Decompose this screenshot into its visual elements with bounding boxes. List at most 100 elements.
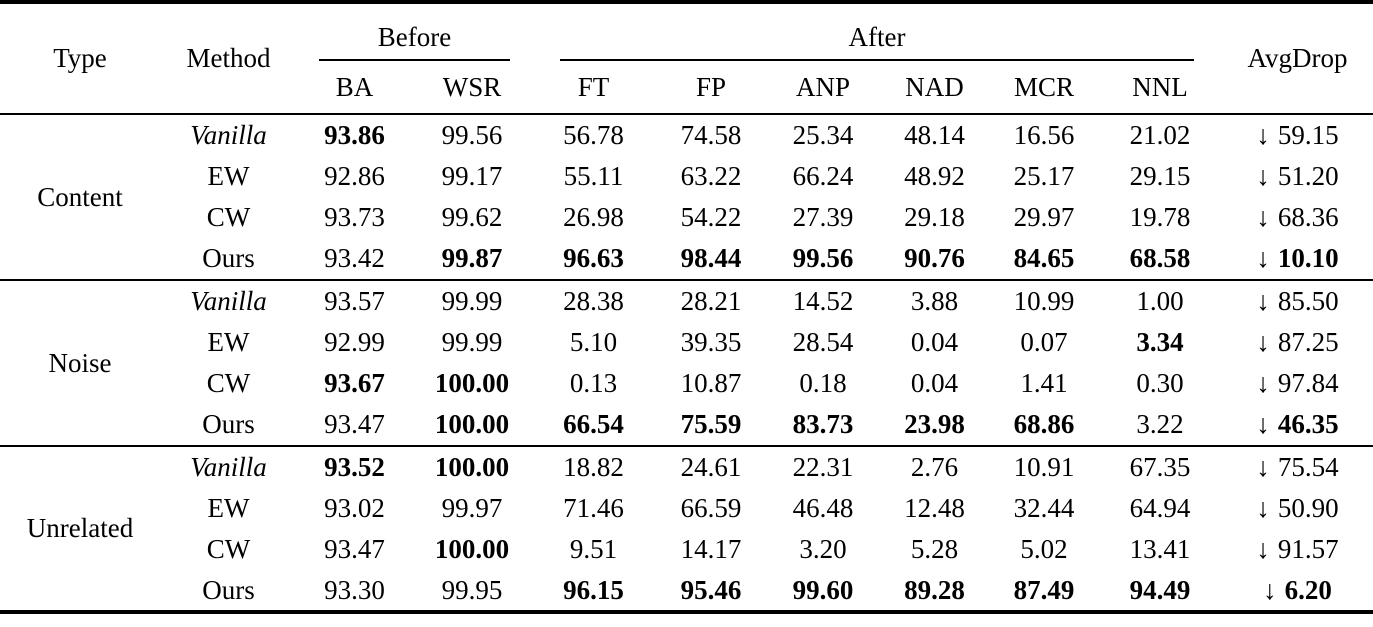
value-cell-anp: 28.54	[792, 326, 854, 357]
value-cell-fp: 63.22	[680, 160, 742, 191]
table-row: Ours 93.30 99.95 96.15 95.46 99.60 89.28 87.49 9…	[0, 571, 1373, 613]
avgdrop-value: 91.57	[1277, 534, 1339, 565]
avgdrop-value: 75.54	[1277, 451, 1339, 482]
method-cell: Ours	[202, 243, 255, 274]
avgdrop-value: 10.10	[1277, 243, 1339, 274]
after-group-underline: After	[560, 18, 1194, 61]
table-row: Content Vanilla 93.86 99.56 56.78 74.58 25.34 4…	[0, 114, 1373, 212]
value-cell-nnl: 67.35	[1129, 451, 1191, 482]
value-cell-ft: 9.51	[569, 534, 618, 565]
value-cell-anp: 22.31	[792, 451, 854, 482]
value-cell-anp: 99.56	[792, 243, 854, 274]
table-row: EW 93.02 99.97 71.46 66.59 46.48 12.48 32.44 64.…	[0, 488, 1373, 530]
value-cell-wsr: 99.97	[441, 492, 503, 523]
avgdrop-cell: ↓ 46.35	[1222, 405, 1373, 447]
table-row: Ours 93.47 100.00 66.54 75.59 83.73 23.98 68.86…	[0, 405, 1373, 447]
value-cell-ft: 0.13	[569, 368, 618, 399]
value-cell-mcr: 68.86	[1013, 409, 1075, 440]
table-header: Type Method Before After AvgDrop BA WSR …	[0, 2, 1373, 114]
value-cell-wsr: 99.99	[441, 326, 503, 357]
value-cell-mcr: 29.97	[1013, 202, 1075, 233]
down-arrow-icon: ↓	[1263, 574, 1277, 605]
value-cell-ft: 96.63	[563, 243, 624, 274]
value-cell-anp: 66.24	[792, 160, 854, 191]
avgdrop-cell: ↓ 91.57	[1222, 529, 1373, 571]
value-cell-nnl: 0.30	[1136, 368, 1184, 399]
value-cell-wsr: 100.00	[434, 409, 510, 440]
value-cell-wsr: 100.00	[434, 368, 510, 399]
table-row: CW 93.47 100.00 9.51 14.17 3.20 5.28 5.02 13.41 ↓…	[0, 529, 1373, 571]
avgdrop-value: 97.84	[1277, 368, 1339, 399]
col-header-type: Type	[53, 43, 107, 73]
col-header-ba: BA	[335, 71, 374, 102]
value-cell-mcr: 25.17	[1013, 160, 1075, 191]
value-cell-wsr: 99.99	[441, 285, 503, 316]
value-cell-ba: 93.67	[324, 368, 385, 399]
table-block-unrelated: Unrelated Vanilla 93.52 100.00 18.82 24.61 22.…	[0, 446, 1373, 612]
value-cell-nad: 48.14	[904, 119, 965, 150]
avgdrop-value: 6.20	[1284, 574, 1332, 605]
table-row: CW 93.73 99.62 26.98 54.22 27.39 29.18 29.97 19.…	[0, 197, 1373, 239]
value-cell-ba: 93.02	[324, 492, 385, 523]
down-arrow-icon: ↓	[1256, 492, 1270, 523]
value-cell-mcr: 1.41	[1020, 368, 1068, 399]
col-header-mcr: MCR	[1013, 71, 1075, 102]
avgdrop-cell: ↓ 6.20	[1222, 571, 1373, 613]
value-cell-anp: 3.20	[799, 534, 847, 565]
value-cell-nad: 3.88	[910, 285, 959, 316]
value-cell-ft: 71.46	[563, 492, 624, 523]
value-cell-ft: 26.98	[563, 202, 624, 233]
value-cell-nad: 29.18	[904, 202, 965, 233]
col-header-wsr: WSR	[442, 71, 502, 102]
value-cell-ba: 92.86	[324, 160, 385, 191]
value-cell-ba: 93.86	[324, 119, 385, 150]
down-arrow-icon: ↓	[1256, 326, 1270, 357]
group-label-after: After	[848, 22, 906, 52]
value-cell-nnl: 13.41	[1129, 534, 1191, 565]
header-row-columns: BA WSR FT FP ANP NAD MCR NNL	[0, 61, 1373, 114]
value-cell-nad: 0.04	[910, 326, 959, 357]
down-arrow-icon: ↓	[1256, 368, 1270, 399]
value-cell-anp: 46.48	[792, 492, 854, 523]
method-cell: CW	[206, 534, 251, 565]
value-cell-mcr: 0.07	[1020, 326, 1068, 357]
value-cell-ft: 28.38	[563, 285, 624, 316]
value-cell-ft: 18.82	[563, 451, 624, 482]
value-cell-fp: 10.87	[680, 368, 742, 399]
avgdrop-value: 50.90	[1277, 492, 1339, 523]
value-cell-nnl: 68.58	[1129, 243, 1191, 274]
row-group-type-label: Unrelated	[26, 513, 134, 543]
value-cell-mcr: 87.49	[1013, 574, 1075, 605]
value-cell-fp: 74.58	[680, 119, 742, 150]
method-cell: Vanilla	[190, 285, 267, 316]
value-cell-nad: 2.76	[910, 451, 959, 482]
value-cell-anp: 83.73	[792, 409, 854, 440]
value-cell-ba: 93.57	[324, 285, 385, 316]
col-header-avgdrop: AvgDrop	[1247, 43, 1348, 73]
avgdrop-value: 87.25	[1277, 326, 1339, 357]
value-cell-mcr: 32.44	[1013, 492, 1075, 523]
value-cell-fp: 28.21	[680, 285, 742, 316]
value-cell-wsr: 99.87	[441, 243, 503, 274]
value-cell-ft: 56.78	[563, 119, 624, 150]
table-row: EW 92.99 99.99 5.10 39.35 28.54 0.04 0.07 3.34 ↓ 8…	[0, 322, 1373, 364]
avgdrop-value: 59.15	[1277, 119, 1339, 150]
value-cell-nad: 23.98	[904, 409, 965, 440]
value-cell-ft: 55.11	[563, 160, 624, 191]
value-cell-fp: 66.59	[680, 492, 742, 523]
value-cell-anp: 99.60	[792, 574, 854, 605]
value-cell-wsr: 99.56	[441, 119, 503, 150]
value-cell-nnl: 64.94	[1129, 492, 1191, 523]
value-cell-anp: 0.18	[799, 368, 847, 399]
group-header-after: After	[532, 2, 1222, 61]
avgdrop-cell: ↓ 97.84	[1222, 363, 1373, 405]
value-cell-fp: 95.46	[680, 574, 742, 605]
value-cell-nad: 48.92	[904, 160, 965, 191]
down-arrow-icon: ↓	[1256, 285, 1270, 316]
value-cell-anp: 25.34	[792, 119, 854, 150]
avgdrop-cell: ↓ 50.90	[1222, 488, 1373, 530]
value-cell-anp: 27.39	[792, 202, 854, 233]
row-group-type-label: Noise	[48, 347, 112, 378]
value-cell-ba: 93.47	[324, 409, 385, 440]
value-cell-nnl: 1.00	[1136, 285, 1184, 316]
